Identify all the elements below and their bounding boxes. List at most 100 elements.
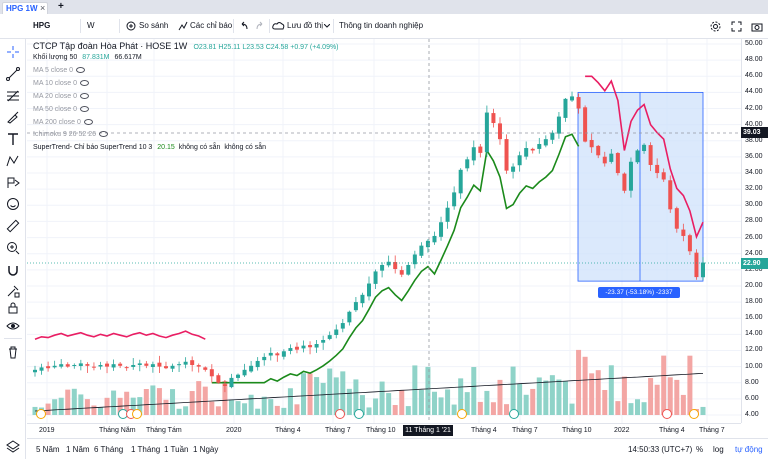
- add-tab-icon[interactable]: +: [58, 1, 64, 12]
- time-tick-label: Tháng 4: [275, 427, 301, 434]
- close-icon[interactable]: ×: [40, 3, 46, 13]
- range-5y[interactable]: 5 Năm: [36, 445, 60, 454]
- lock-drawings-icon[interactable]: [6, 284, 20, 298]
- bottom-toolbar: 5 Năm 1 Năm 6 Tháng 1 Tháng 1 Tuần 1 Ngà…: [27, 438, 768, 459]
- volume-bar: [445, 389, 451, 415]
- candle-body: [46, 366, 51, 369]
- trash-icon[interactable]: [6, 345, 20, 359]
- eye-off-icon[interactable]: [79, 80, 89, 87]
- range-1w[interactable]: 1 Tuần: [164, 445, 189, 454]
- volume-bar: [641, 402, 647, 415]
- brush-icon[interactable]: [6, 110, 20, 124]
- range-1y[interactable]: 1 Năm: [66, 445, 90, 454]
- compare-button[interactable]: So sánh: [139, 21, 169, 30]
- candle-body: [353, 302, 358, 311]
- event-marker-icon[interactable]: [335, 409, 345, 419]
- candle-body: [622, 173, 627, 191]
- trend-line-icon[interactable]: [6, 67, 20, 81]
- tab-hpg[interactable]: HPG 1W ×: [2, 2, 48, 14]
- log-toggle[interactable]: log: [713, 445, 724, 454]
- legend-supertrend[interactable]: SuperTrend- Chỉ báo SuperTrend 10 3 20.1…: [33, 144, 267, 151]
- event-marker-icon[interactable]: [36, 409, 46, 419]
- supertrend-down-line: [34, 75, 704, 340]
- time-tick-label: Tháng Năm: [99, 427, 136, 434]
- candle-body: [465, 159, 470, 169]
- lock-icon[interactable]: [6, 301, 20, 315]
- legend-ma-20[interactable]: MA 20 close 0: [33, 93, 89, 100]
- zoom-in-icon[interactable]: [6, 241, 20, 255]
- legend-ma-200[interactable]: MA 200 close 0: [33, 119, 93, 126]
- redo-icon[interactable]: [255, 21, 265, 31]
- magnet-icon[interactable]: [6, 263, 20, 277]
- indicators-icon[interactable]: [178, 21, 188, 31]
- indicators-button[interactable]: Các chỉ báo: [190, 21, 233, 30]
- fullscreen-icon[interactable]: [731, 21, 742, 32]
- undo-icon[interactable]: [239, 21, 249, 31]
- range-1m[interactable]: 1 Tháng: [131, 445, 161, 454]
- legend-ma-10[interactable]: MA 10 close 0: [33, 80, 89, 87]
- candle-body: [491, 113, 496, 124]
- eye-off-icon[interactable]: [99, 131, 109, 138]
- volume-bar: [680, 394, 686, 415]
- save-layout-button[interactable]: Lưu đồ thị: [287, 21, 324, 30]
- volume-bar: [111, 390, 117, 415]
- event-marker-icon[interactable]: [354, 409, 364, 419]
- candle-body: [144, 363, 149, 366]
- volume-bar: [183, 406, 189, 415]
- volume-bar: [562, 381, 568, 415]
- price-axis[interactable]: 50.00 48.00 46.00 44.00 42.00 40.00 38.00 36.00…: [741, 39, 768, 423]
- eye-off-icon[interactable]: [76, 67, 86, 74]
- gear-icon[interactable]: [710, 21, 721, 32]
- time-tick-label: Tháng 10: [366, 427, 396, 434]
- event-marker-icon[interactable]: [689, 409, 699, 419]
- candle-body: [255, 360, 260, 368]
- crosshair-icon[interactable]: [6, 45, 20, 59]
- candle-body: [209, 369, 214, 377]
- legend-ma-5[interactable]: MA 5 close 0: [33, 67, 86, 74]
- eye-off-icon[interactable]: [79, 106, 89, 113]
- price-tick-label: 44.00: [745, 88, 763, 96]
- event-marker-icon[interactable]: [662, 409, 672, 419]
- plus-circle-icon[interactable]: [126, 21, 136, 31]
- price-tick-label: 28.00: [745, 217, 763, 225]
- candle-body: [615, 153, 620, 174]
- volume-bar: [287, 388, 293, 415]
- eye-off-icon[interactable]: [79, 93, 89, 100]
- ruler-icon[interactable]: [6, 219, 20, 233]
- volume-bar: [91, 405, 97, 415]
- event-marker-icon[interactable]: [132, 409, 142, 419]
- emoji-icon[interactable]: [6, 197, 20, 211]
- camera-icon[interactable]: [751, 22, 763, 32]
- volume-bar: [58, 397, 64, 415]
- interval-button[interactable]: W: [87, 21, 95, 30]
- event-marker-icon[interactable]: [509, 409, 519, 419]
- volume-bar: [196, 381, 202, 415]
- candle-body: [648, 145, 653, 165]
- time-axis[interactable]: 2019 Tháng Năm Tháng Tám 2020 Tháng 4 Tháng 7…: [27, 423, 741, 438]
- legend-ma-50[interactable]: MA 50 close 0: [33, 106, 89, 113]
- layers-icon[interactable]: [6, 439, 20, 453]
- pattern-icon[interactable]: [6, 154, 20, 168]
- percent-toggle[interactable]: %: [696, 445, 704, 454]
- candle-body: [52, 365, 57, 368]
- symbol-search[interactable]: HPG: [33, 21, 51, 30]
- legend-volume[interactable]: Khối lượng 50 87.831M 66.617M: [33, 54, 142, 61]
- price-chart[interactable]: [27, 39, 741, 423]
- candle-body: [543, 139, 548, 146]
- fib-icon[interactable]: [6, 89, 20, 103]
- price-tick-label: 48.00: [745, 56, 763, 64]
- cloud-icon[interactable]: [272, 21, 285, 31]
- eye-icon[interactable]: [6, 319, 20, 333]
- event-marker-icon[interactable]: [457, 409, 467, 419]
- chevron-down-icon[interactable]: [324, 24, 330, 28]
- prediction-icon[interactable]: [6, 176, 20, 190]
- candle-body: [583, 107, 588, 142]
- range-6m[interactable]: 6 Tháng: [94, 445, 124, 454]
- text-icon[interactable]: [6, 132, 20, 146]
- auto-scale-toggle[interactable]: tự động: [735, 445, 763, 454]
- company-info-button[interactable]: Thông tin doanh nghiệp: [339, 21, 424, 30]
- range-1d[interactable]: 1 Ngày: [193, 445, 219, 454]
- eye-off-icon[interactable]: [83, 119, 93, 126]
- volume-bar: [392, 405, 398, 415]
- legend-ichimoku[interactable]: Ichimoku 9 26 52 26: [33, 131, 109, 138]
